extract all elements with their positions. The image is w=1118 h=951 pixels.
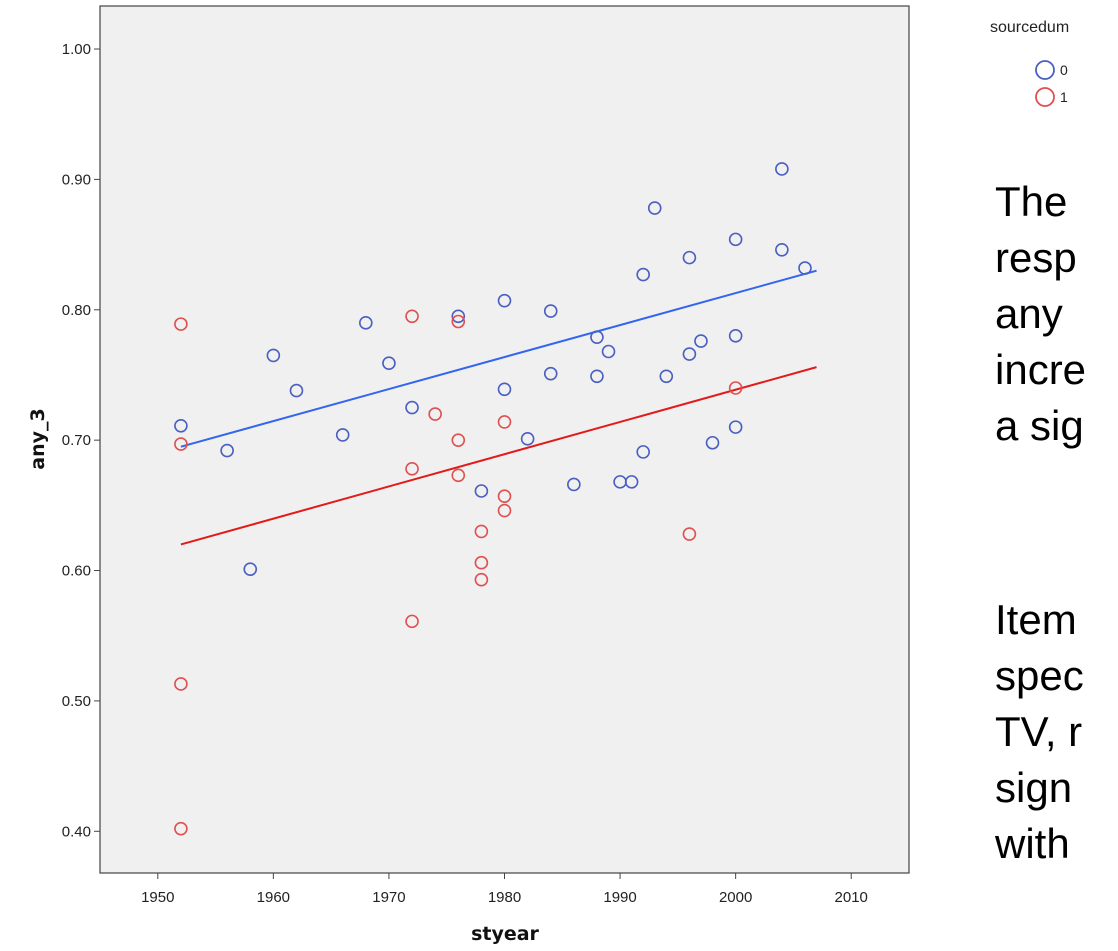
data-point-series-0: [624, 475, 639, 489]
data-point-series-0: [728, 232, 743, 247]
side-text-line: TV, r: [995, 708, 1083, 755]
data-point-series-0: [243, 562, 258, 577]
fit-lines: [180, 269, 817, 546]
scatter-chart: 1950 1960 1970 1980 1990 2000 2010 0.40 0.50 0.6…: [27, 5, 910, 945]
side-text-line: incre: [995, 346, 1087, 393]
fit-line-0: [180, 269, 817, 448]
data-point-series-0: [567, 477, 581, 492]
data-point-series-0: [335, 428, 350, 442]
data-points: [174, 162, 812, 836]
data-point-series-1: [174, 437, 188, 451]
data-point-series-0: [601, 344, 616, 359]
data-point-series-0: [590, 330, 604, 344]
legend-marker-1-icon: [1035, 87, 1055, 107]
legend-labels: sourcedum 0 1: [990, 19, 1069, 107]
side-text-line: sign: [995, 764, 1073, 811]
data-point-series-0: [405, 400, 419, 415]
data-point-series-0: [497, 382, 512, 397]
x-tick-label: 1970: [372, 889, 405, 906]
data-point-series-0: [590, 369, 604, 384]
y-tick-label: 0.40: [62, 823, 91, 840]
data-point-series-0: [636, 445, 650, 459]
data-point-series-1: [474, 555, 489, 570]
data-point-series-0: [520, 432, 535, 446]
data-point-series-0: [474, 484, 489, 498]
x-axis-title: styear: [471, 923, 539, 945]
data-point-series-1: [474, 524, 489, 539]
data-point-series-0: [647, 201, 662, 215]
x-tick-label: 1980: [488, 889, 521, 906]
data-point-series-0: [775, 162, 789, 176]
data-point-series-1: [451, 314, 466, 329]
side-text-line: with: [995, 820, 1070, 867]
x-tick-label: 1990: [603, 889, 636, 906]
legend-marker-0-icon: [1035, 60, 1055, 80]
y-tick-label: 1.00: [62, 41, 91, 58]
x-tick-label: 1950: [141, 889, 174, 906]
data-point-series-0: [705, 435, 720, 450]
x-tick-label: 2000: [719, 889, 752, 906]
data-point-series-1: [428, 407, 442, 421]
data-point-series-0: [798, 261, 812, 275]
y-axis: 0.40 0.50 0.60 0.70 0.80 0.90 1.00: [62, 41, 100, 840]
x-tick-label: 1960: [257, 889, 290, 906]
data-point-series-1: [405, 614, 419, 629]
data-point-series-1: [174, 821, 188, 836]
side-paragraph-2: Item spec TV, r sign with: [995, 592, 1118, 872]
legend-label-1: 1: [1060, 89, 1068, 105]
data-point-series-0: [636, 267, 650, 282]
legend-label-0: 0: [1060, 62, 1068, 78]
x-tick-label: 2010: [835, 889, 868, 906]
data-point-series-1: [451, 433, 466, 447]
data-point-series-0: [694, 334, 708, 348]
data-point-series-1: [682, 527, 697, 541]
data-point-series-0: [451, 309, 466, 324]
y-tick-label: 0.60: [62, 563, 91, 580]
legend-title-overflow: sourcedum: [990, 19, 1069, 36]
side-text-line: The: [995, 178, 1068, 225]
data-point-series-0: [174, 419, 188, 433]
y-tick-label: 0.70: [62, 432, 91, 449]
data-point-series-0: [289, 383, 304, 398]
data-point-series-0: [682, 347, 697, 361]
data-point-series-0: [497, 293, 512, 308]
side-text-line: spec: [995, 652, 1084, 699]
data-point-series-1: [174, 317, 188, 331]
data-point-series-0: [543, 304, 558, 318]
data-point-series-0: [220, 443, 234, 458]
data-point-series-1: [728, 381, 743, 395]
data-point-series-1: [497, 503, 512, 518]
data-point-series-0: [266, 348, 281, 363]
data-point-series-0: [775, 243, 789, 257]
y-tick-label: 0.90: [62, 171, 91, 188]
data-point-series-0: [659, 369, 674, 384]
data-point-series-1: [497, 489, 512, 504]
data-point-series-0: [682, 250, 697, 265]
data-point-series-1: [174, 677, 188, 691]
plot-background: [99, 5, 910, 874]
data-point-series-0: [543, 366, 558, 381]
x-axis: 1950 1960 1970 1980 1990 2000 2010: [141, 873, 868, 906]
side-paragraph-1: The resp any incre a sig: [995, 174, 1118, 454]
data-point-series-1: [405, 462, 419, 476]
side-text-line: resp: [995, 234, 1077, 281]
y-axis-title: any_3: [27, 408, 49, 469]
data-point-series-0: [728, 329, 743, 343]
side-text-line: a sig: [995, 402, 1084, 449]
data-point-series-1: [405, 309, 419, 324]
data-point-series-0: [382, 356, 396, 371]
y-tick-label: 0.80: [62, 302, 91, 319]
data-point-series-1: [474, 572, 489, 587]
data-point-series-1: [497, 415, 512, 429]
side-text-line: any: [995, 290, 1063, 337]
side-text-line: Item: [995, 596, 1077, 643]
y-tick-label: 0.50: [62, 693, 91, 710]
fit-line-1: [180, 366, 817, 546]
data-point-series-0: [359, 316, 373, 330]
data-point-series-0: [728, 420, 743, 434]
data-point-series-1: [451, 468, 466, 483]
